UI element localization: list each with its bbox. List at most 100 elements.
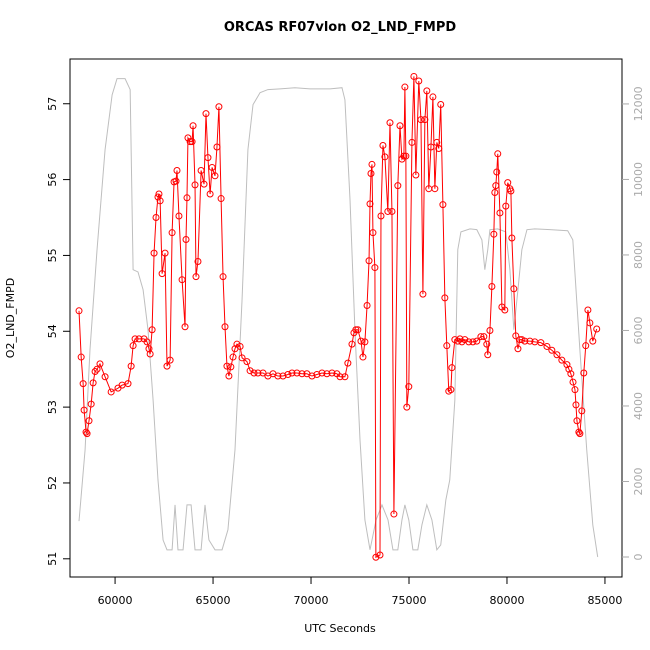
data-point	[516, 336, 524, 344]
data-point	[202, 110, 210, 118]
data-point	[401, 83, 409, 91]
data-point	[243, 358, 251, 366]
data-point	[181, 323, 189, 331]
data-point	[582, 342, 590, 350]
data-point	[372, 553, 380, 561]
data-point	[571, 386, 579, 394]
data-point	[215, 103, 223, 111]
data-point	[357, 337, 365, 345]
data-point	[284, 371, 292, 379]
data-point	[412, 171, 420, 179]
data-point	[188, 138, 196, 146]
data-point	[488, 283, 496, 291]
data-point	[510, 285, 518, 293]
x-tick-label: 70000	[294, 594, 329, 607]
data-point	[493, 168, 501, 176]
data-point	[204, 154, 212, 162]
y-tick-label: 52	[46, 476, 59, 490]
data-point	[163, 362, 171, 370]
data-point	[486, 327, 494, 335]
data-point	[494, 150, 502, 158]
data-point	[150, 249, 158, 257]
data-point	[85, 417, 93, 425]
data-point	[569, 378, 577, 386]
data-point	[236, 342, 244, 350]
x-tick-label: 65000	[196, 594, 231, 607]
data-point	[496, 209, 504, 217]
data-point	[514, 345, 522, 353]
data-point	[586, 319, 594, 327]
data-point	[548, 346, 556, 354]
series-line	[78, 76, 598, 559]
data-point	[396, 122, 404, 130]
data-point	[189, 122, 197, 130]
data-point	[127, 362, 135, 370]
data-point	[504, 179, 512, 187]
data-point	[148, 326, 156, 334]
y2-tick-label: 0	[632, 553, 645, 560]
data-point	[313, 371, 321, 379]
data-point	[225, 372, 233, 380]
data-point	[376, 551, 384, 559]
data-point	[447, 386, 455, 394]
y-tick-label: 55	[46, 248, 59, 262]
data-point	[154, 193, 162, 201]
data-point	[229, 353, 237, 361]
data-point	[178, 276, 186, 284]
y-tick-label: 51	[46, 552, 59, 566]
series-line	[78, 78, 599, 558]
data-point	[431, 185, 439, 193]
data-point	[437, 101, 445, 109]
data-point	[584, 306, 592, 314]
y2-tick-label: 6000	[632, 316, 645, 344]
data-point	[421, 116, 429, 124]
data-point	[206, 190, 214, 198]
data-point	[87, 400, 95, 408]
data-point	[377, 212, 385, 220]
data-point	[298, 370, 306, 378]
y2-tick-label: 8000	[632, 241, 645, 269]
data-point	[567, 370, 575, 378]
data-point	[184, 134, 192, 142]
data-point	[483, 340, 491, 348]
data-point	[173, 166, 181, 174]
data-point	[107, 388, 115, 396]
data-point	[433, 138, 441, 146]
y-tick-label: 57	[46, 97, 59, 111]
data-point	[526, 337, 534, 345]
data-point	[578, 407, 586, 415]
data-point	[576, 430, 584, 438]
data-point	[238, 354, 246, 362]
data-point	[250, 369, 258, 377]
data-point	[96, 360, 104, 368]
data-point	[441, 294, 449, 302]
data-point	[371, 264, 379, 272]
data-point	[145, 345, 153, 353]
data-point	[197, 166, 205, 174]
data-point	[501, 306, 509, 314]
data-point	[367, 170, 375, 178]
data-point	[415, 77, 423, 85]
data-point	[502, 202, 510, 210]
data-point	[521, 337, 529, 345]
data-point	[77, 353, 85, 361]
data-point	[408, 138, 416, 146]
data-point	[293, 369, 301, 377]
data-point	[369, 229, 377, 237]
data-point	[417, 116, 425, 124]
data-point	[91, 367, 99, 375]
data-point	[135, 335, 143, 343]
data-point	[405, 383, 413, 391]
data-point	[429, 93, 437, 101]
data-point	[75, 307, 83, 315]
data-point	[531, 338, 539, 346]
data-point	[223, 362, 231, 370]
data-point	[217, 195, 225, 203]
y2-tick-label: 2000	[632, 467, 645, 495]
data-point	[308, 372, 316, 380]
data-point	[152, 214, 160, 222]
data-point	[344, 359, 352, 367]
data-point	[469, 338, 477, 346]
data-point	[80, 406, 88, 414]
data-point	[336, 373, 344, 381]
